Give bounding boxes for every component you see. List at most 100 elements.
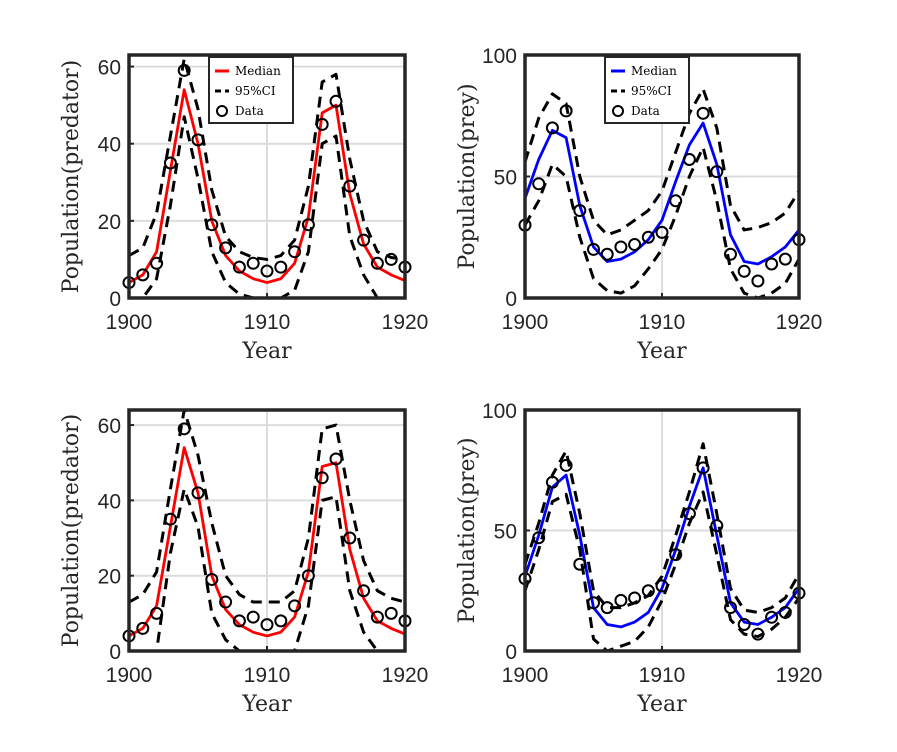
y-axis-label: Population(predator): [59, 60, 84, 293]
data-point: [219, 595, 233, 609]
y-axis-label: Population(predator): [59, 414, 84, 647]
ci-bound-line: [129, 57, 405, 261]
data-point: [682, 507, 696, 521]
data-point: [737, 264, 751, 278]
data-point: [150, 606, 164, 620]
series-lines: [129, 410, 405, 651]
legend-label: Median: [631, 64, 677, 78]
data-point: [260, 618, 274, 632]
data-point: [724, 601, 737, 615]
data-point: [765, 257, 779, 271]
data-point: [191, 486, 205, 500]
y-tick-label: 20: [98, 211, 121, 234]
data-point: [246, 256, 260, 270]
data-point: [587, 242, 600, 256]
data-point: [614, 240, 628, 254]
y-tick-label: 100: [482, 45, 517, 68]
data-point: [357, 584, 371, 598]
data-point: [573, 557, 587, 571]
series-lines: [129, 57, 405, 298]
data-point: [559, 104, 573, 118]
data-point: [384, 252, 398, 266]
data-point: [232, 614, 246, 628]
data-point: [710, 519, 724, 533]
data-point: [232, 260, 246, 274]
data-point: [205, 572, 219, 586]
x-axis-label: Year: [636, 692, 687, 717]
x-axis-label: Year: [241, 692, 292, 717]
x-tick-label: 1910: [639, 664, 686, 687]
y-tick-label: 40: [98, 134, 121, 157]
data-point: [288, 245, 302, 259]
y-tick-label: 0: [109, 641, 121, 664]
y-tick-label: 20: [98, 566, 121, 589]
data-point: [628, 591, 642, 605]
data-point: [288, 599, 302, 613]
data-point: [301, 569, 315, 583]
data-point: [669, 548, 683, 562]
ci-bound-line: [525, 442, 799, 614]
data-point: [301, 218, 315, 232]
median-line: [129, 446, 405, 638]
x-tick-label: 1900: [106, 664, 153, 687]
legend-label: 95%CI: [631, 84, 672, 98]
data-point: [545, 121, 559, 135]
data-point: [641, 230, 655, 244]
data-point: [655, 225, 669, 239]
y-axis-label: Population(prey): [455, 83, 480, 269]
chart-panel-bottom-left: 1900 1910 1920 0 20 40 60 Year Population(predat…: [59, 408, 428, 717]
data-point: [343, 531, 357, 545]
x-axis-label: Year: [636, 339, 687, 364]
y-tick-label: 100: [482, 400, 517, 423]
y-tick-label: 40: [98, 490, 121, 513]
data-point: [765, 610, 779, 624]
series-lines: [525, 442, 799, 651]
x-tick-label: 1910: [244, 311, 291, 334]
x-tick-label: 1900: [502, 311, 549, 334]
data-point: [600, 247, 614, 261]
y-tick-label: 50: [494, 521, 517, 544]
data-point: [641, 584, 655, 598]
data-point: [600, 601, 614, 615]
data-point: [573, 204, 587, 218]
x-tick-label: 1920: [776, 311, 823, 334]
legend-box: [208, 56, 294, 124]
data-point: [329, 452, 343, 466]
legend-label: Data: [631, 104, 660, 118]
data-point: [274, 260, 288, 274]
ci-bound-line: [525, 87, 799, 237]
y-tick-label: 60: [98, 415, 121, 438]
x-tick-label: 1900: [502, 664, 549, 687]
ci-bound-line: [129, 410, 405, 604]
x-tick-label: 1910: [244, 664, 291, 687]
data-point: [696, 106, 710, 120]
ci-bound-line: [129, 115, 405, 298]
data-point: [751, 274, 765, 288]
legend-label: Median: [235, 64, 281, 78]
data-point: [628, 238, 642, 252]
chart-panel-top-left: 1900 1910 1920 0 20 40 60 Year Population(predat…: [59, 53, 428, 364]
data-point: [545, 475, 559, 489]
legend-label: 95%CI: [235, 84, 276, 98]
ci-bound-line: [129, 487, 405, 651]
data-point: [559, 458, 573, 472]
legend-data-swatch: [216, 105, 228, 117]
legend-data-swatch: [612, 105, 624, 117]
data-point: [260, 264, 274, 278]
median-line: [525, 466, 799, 629]
series-lines: [525, 87, 799, 298]
legend-box: [604, 56, 690, 124]
data-point: [696, 461, 710, 475]
data-point: [177, 63, 191, 77]
data-point: [532, 177, 546, 191]
data-point: [315, 471, 329, 485]
data-point: [751, 627, 765, 641]
data-point: [136, 268, 150, 282]
data-point: [710, 165, 724, 179]
y-tick-label: 0: [505, 641, 517, 664]
y-tick-label: 0: [109, 288, 121, 311]
data-point: [370, 610, 384, 624]
data-point: [274, 614, 288, 628]
data-point: [682, 152, 696, 166]
data-point: [163, 156, 177, 170]
